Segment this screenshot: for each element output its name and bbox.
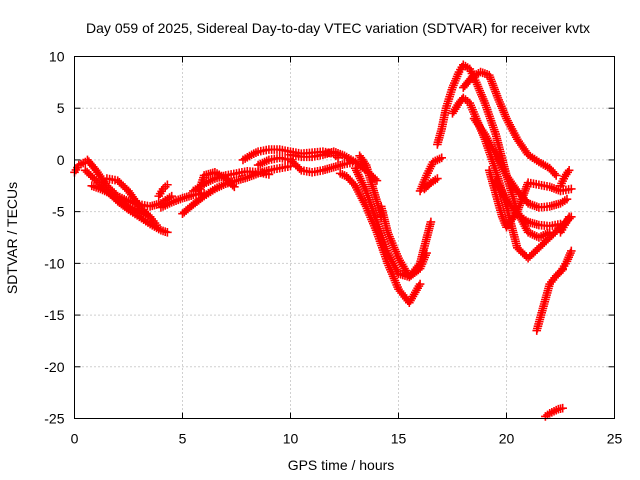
x-tick-label: 15 xyxy=(391,431,407,447)
data-point xyxy=(562,194,572,204)
x-tick-label: 0 xyxy=(71,431,79,447)
y-tick-label: -25 xyxy=(44,411,64,427)
series-arc-22 xyxy=(459,67,561,180)
plot-frame xyxy=(74,56,615,419)
data-point xyxy=(567,246,576,256)
data-point xyxy=(433,174,442,183)
series-arc-5 xyxy=(102,174,161,230)
y-tick-label: 5 xyxy=(57,100,65,116)
axis-ticks xyxy=(74,56,615,419)
y-tick-labels: -25 -20 -15 -10 -5 0 5 10 xyxy=(44,49,64,427)
data-point xyxy=(564,212,574,222)
data-point xyxy=(163,228,172,237)
data-point xyxy=(264,170,274,179)
series-arc-6 xyxy=(154,180,172,201)
data-point xyxy=(415,279,425,289)
series-arc-28 xyxy=(556,212,574,237)
series-arc-25 xyxy=(484,165,576,232)
x-tick-label: 20 xyxy=(499,431,515,447)
series-arc-27 xyxy=(541,403,567,421)
y-axis-label: SDTVAR / TECUs xyxy=(4,182,20,294)
chart-title: Day 059 of 2025, Sidereal Day-to-day VTE… xyxy=(86,20,590,36)
data-points xyxy=(70,60,576,421)
data-point xyxy=(567,184,576,194)
y-tick-label: 10 xyxy=(49,49,65,65)
series-arc-26 xyxy=(532,265,567,335)
series-arc-8 xyxy=(178,161,295,219)
data-point xyxy=(152,220,161,230)
data-point xyxy=(422,248,431,258)
data-point xyxy=(163,180,172,190)
series-arc-23 xyxy=(469,114,572,212)
series-arc-10 xyxy=(195,168,239,194)
x-tick-label: 25 xyxy=(607,431,623,447)
series-arc-19 xyxy=(420,174,442,194)
data-point xyxy=(564,165,574,175)
y-tick-label: -5 xyxy=(52,204,65,220)
series-arc-17 xyxy=(376,202,431,282)
series-arc-30 xyxy=(556,165,574,191)
series-arc-7 xyxy=(156,188,209,212)
y-tick-label: 0 xyxy=(57,152,65,168)
x-tick-label: 10 xyxy=(283,431,299,447)
x-tick-labels: 0 5 10 15 20 25 xyxy=(71,431,623,447)
data-point xyxy=(551,171,561,180)
series-arc-1 xyxy=(70,157,90,177)
series-arc-12 xyxy=(253,153,360,177)
x-tick-label: 5 xyxy=(179,431,187,447)
series-arc-15 xyxy=(351,163,436,282)
data-point xyxy=(426,217,436,227)
series-arc-29 xyxy=(558,246,576,273)
x-axis-label: GPS time / hours xyxy=(288,457,395,473)
data-point xyxy=(437,153,446,163)
y-tick-label: -10 xyxy=(44,255,64,271)
data-point xyxy=(230,182,239,192)
grid-lines xyxy=(74,56,615,419)
data-point xyxy=(558,403,567,413)
y-tick-label: -20 xyxy=(44,359,64,375)
y-tick-label: -15 xyxy=(44,307,64,323)
